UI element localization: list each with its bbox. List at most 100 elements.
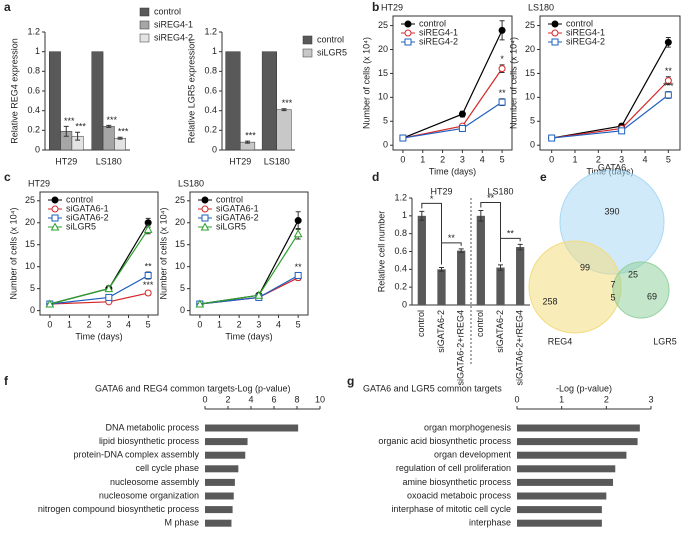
category-label: organic acid biosynthetic process	[378, 436, 511, 446]
series-line	[551, 94, 669, 139]
region-count: 69	[647, 291, 657, 301]
x-tick-label: control	[416, 310, 426, 337]
marker	[254, 290, 264, 299]
x-tick-label: 3	[106, 319, 111, 329]
error-bar	[517, 243, 523, 251]
x-tick-label: siGATA6-2	[436, 310, 446, 353]
y-tick-label: 20	[175, 217, 185, 227]
marker	[104, 284, 114, 293]
region-count: 25	[628, 269, 638, 279]
marker	[105, 293, 113, 301]
y-tick-label: 0.4	[394, 264, 407, 274]
marker	[399, 134, 407, 142]
marker	[548, 134, 556, 142]
marker	[201, 214, 209, 222]
x-tick-label: 2	[237, 319, 242, 329]
chart-title: HT29	[381, 2, 403, 12]
x-tick-label: HT29	[55, 156, 77, 166]
y-tick-label: 5	[530, 116, 535, 126]
region-count: 258	[542, 296, 557, 306]
comparison-label: **	[448, 233, 456, 243]
x-tick-label: 0	[400, 154, 405, 164]
y-tick-label: 0	[30, 305, 35, 315]
significance-label: ***	[64, 116, 75, 126]
significance-label: **	[145, 261, 153, 271]
marker	[144, 289, 152, 297]
y-tick-label: 15	[378, 68, 388, 78]
significance-label: *	[500, 54, 504, 64]
y-tick-label: 20	[25, 217, 35, 227]
significance-label: ***	[282, 98, 293, 108]
venn-set	[612, 261, 670, 319]
panel-letter: c	[4, 170, 11, 184]
chart-title: GATA6 and REG4 common targets	[95, 383, 235, 393]
legend-label: control	[66, 194, 93, 204]
y-axis-label: Number of cells (x 10⁴)	[8, 208, 18, 300]
x-tick-label: 4	[480, 154, 485, 164]
error-bar	[419, 210, 425, 221]
series-line	[49, 222, 149, 305]
series-line	[199, 274, 299, 305]
x-tick-label: 8	[294, 394, 299, 404]
category-label: nucleosome organization	[99, 490, 199, 500]
y-axis-label: Number of cells (x 10⁴)	[158, 208, 168, 300]
marker	[143, 224, 153, 233]
x-axis-label: -Log (p-value)	[234, 383, 290, 393]
marker	[293, 229, 303, 238]
panel-letter: e	[540, 170, 547, 184]
bar	[457, 250, 466, 305]
y-tick-label: 0.8	[204, 66, 217, 76]
bar	[205, 438, 248, 446]
series-line	[551, 80, 669, 139]
comparison-bracket	[500, 237, 521, 262]
y-tick-label: 0.8	[27, 66, 40, 76]
bar	[276, 109, 292, 151]
y-tick-label: 15	[525, 68, 535, 78]
error-bar	[458, 248, 464, 253]
marker	[201, 205, 209, 213]
y-axis-label: Relative REG4 expression	[9, 38, 19, 144]
marker	[618, 127, 626, 135]
y-tick-label: 0	[530, 140, 535, 150]
x-axis-label: Time (days)	[225, 331, 272, 341]
bar	[517, 478, 614, 486]
bar	[496, 267, 505, 305]
significance-label: ***	[118, 127, 129, 137]
y-tick-label: 1.2	[394, 192, 407, 202]
legend-label: siREG4-1	[154, 19, 193, 29]
marker	[498, 26, 506, 34]
comparison-bracket	[480, 201, 501, 262]
error-bar	[63, 125, 69, 137]
comparison-label: *	[430, 194, 434, 204]
series-line	[551, 42, 669, 139]
category-label: interphase of mitotic cell cycle	[391, 504, 511, 514]
region-count: 5	[610, 292, 615, 302]
marker	[404, 38, 412, 46]
group-label: LS180	[487, 186, 513, 196]
legend-label: siREG4-2	[566, 36, 605, 46]
marker	[45, 299, 55, 308]
legend-label: siGATA6-2	[216, 212, 259, 222]
significance-label: ***	[245, 131, 256, 141]
venn-set	[528, 240, 622, 334]
bar	[517, 424, 640, 432]
legend-swatch	[139, 33, 150, 43]
x-tick-label: 2	[87, 319, 92, 329]
x-tick-label: 5	[666, 154, 671, 164]
error-bar	[117, 136, 123, 140]
y-tick-label: 0.6	[394, 246, 407, 256]
bar	[517, 492, 607, 500]
x-tick-label: 1	[67, 319, 72, 329]
y-axis-label: Number of cells (x 10⁴)	[508, 37, 518, 129]
error-bar	[478, 209, 484, 222]
x-tick-label: 6	[271, 394, 276, 404]
marker	[50, 222, 60, 231]
x-tick-label: 5	[296, 319, 301, 329]
x-tick-label: 3	[648, 394, 653, 404]
marker	[51, 205, 59, 213]
y-tick-label: 1	[35, 46, 40, 56]
series-line	[49, 229, 149, 305]
error-bar	[281, 108, 287, 112]
significance-label: ***	[75, 122, 86, 132]
bar	[517, 519, 602, 527]
